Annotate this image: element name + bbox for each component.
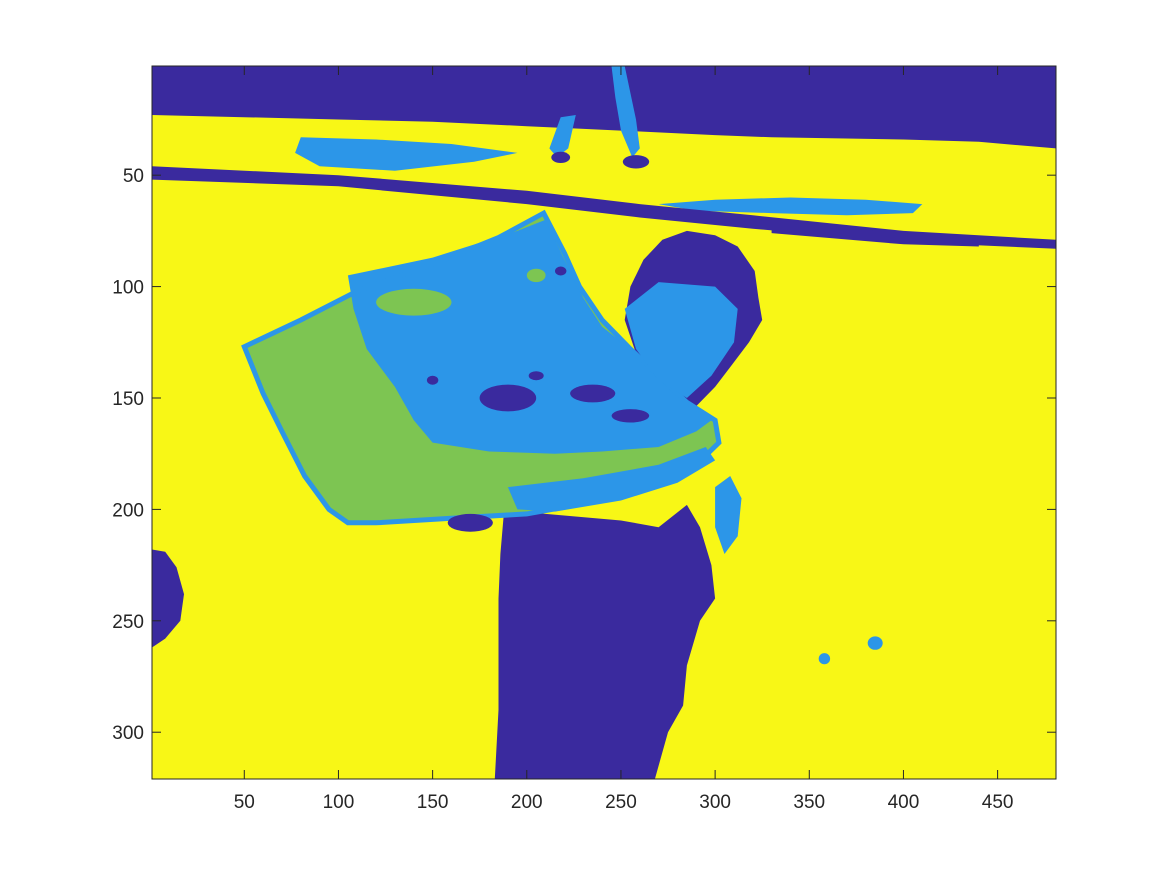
y-tick-label: 250 bbox=[112, 612, 144, 633]
x-tick-label: 100 bbox=[323, 792, 355, 813]
sheet-interior-region bbox=[347, 219, 712, 454]
sheet-hole-region bbox=[528, 371, 544, 381]
diagonal-stripe-right-region bbox=[771, 222, 979, 247]
y-axis: 50 100 150 200 250 300 bbox=[112, 166, 1056, 744]
x-tick-label: 400 bbox=[888, 792, 920, 813]
sheet-hole-region bbox=[570, 384, 616, 403]
body-region bbox=[494, 504, 716, 779]
leg-shadow-left-region bbox=[551, 151, 571, 163]
sheet-lower-band-region bbox=[507, 447, 716, 512]
sheet-hole-region bbox=[479, 384, 537, 412]
neck-blob-region bbox=[715, 476, 742, 554]
y-tick-label: 200 bbox=[112, 500, 144, 521]
top-left-streak-region bbox=[295, 137, 518, 171]
x-tick-label: 300 bbox=[699, 792, 731, 813]
y-tick-label: 150 bbox=[112, 389, 144, 410]
sheet-patch-region bbox=[376, 288, 452, 316]
plot-frame bbox=[151, 65, 1057, 780]
x-tick-label: 450 bbox=[982, 792, 1014, 813]
sheet-hole-region bbox=[555, 266, 567, 276]
x-tick-label: 350 bbox=[793, 792, 825, 813]
right-streak-region bbox=[658, 197, 923, 216]
figure-leg-region bbox=[611, 66, 640, 158]
top-band-region bbox=[152, 66, 1056, 149]
x-tick-label: 150 bbox=[417, 792, 449, 813]
sheet-patch-region bbox=[526, 268, 546, 283]
x-axis: 50 100 150 200 250 300 350 400 450 bbox=[234, 66, 1014, 813]
y-tick-label: 100 bbox=[112, 278, 144, 299]
y-tick-label: 300 bbox=[112, 723, 144, 744]
sheet-flap-region bbox=[624, 282, 738, 398]
sheet-hole-region bbox=[611, 409, 650, 423]
leg-shadow-region bbox=[622, 155, 650, 169]
heatmap-image bbox=[152, 66, 1056, 779]
x-tick-label: 200 bbox=[511, 792, 543, 813]
figure-leg-left-region bbox=[549, 115, 576, 158]
small-blob-region bbox=[818, 653, 831, 665]
left-edge-blob-region bbox=[152, 549, 184, 648]
small-blob-region bbox=[867, 636, 883, 650]
sheet-hole-region bbox=[426, 375, 439, 385]
x-tick-label: 250 bbox=[605, 792, 637, 813]
under-sheet-region bbox=[447, 513, 493, 532]
sheet-edge-region bbox=[241, 209, 722, 526]
x-tick-label: 50 bbox=[234, 792, 255, 813]
y-tick-label: 50 bbox=[123, 166, 144, 187]
